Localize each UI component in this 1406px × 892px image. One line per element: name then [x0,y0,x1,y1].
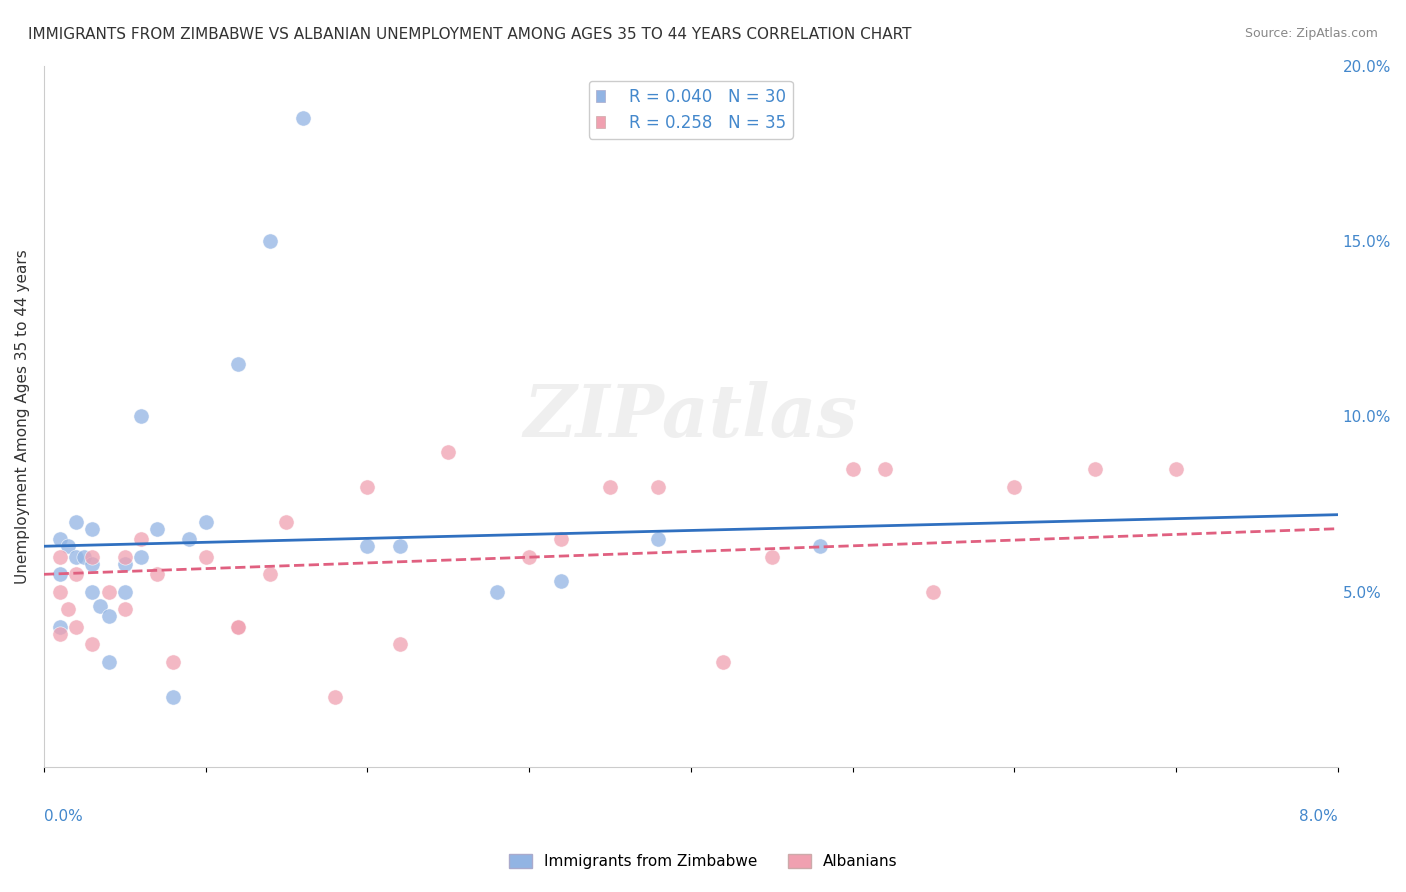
Point [49,549,72,564]
Point [259,567,281,582]
Point [485,585,508,599]
Point [49,585,72,599]
Point [808,539,831,553]
Point [114,549,136,564]
Point [49,567,72,582]
Point [129,409,152,424]
Point [146,567,169,582]
Point [323,690,346,705]
Point [550,533,572,547]
Point [226,620,249,634]
Point [82,557,104,571]
Point [841,462,863,476]
Point [49,533,72,547]
Point [647,480,669,494]
Point [162,690,184,705]
Point [56,602,79,616]
Text: 8.0%: 8.0% [1299,809,1337,824]
Point [114,557,136,571]
Point [761,549,783,564]
Legend: R = 0.040   N = 30, R = 0.258   N = 35: R = 0.040 N = 30, R = 0.258 N = 35 [589,81,793,138]
Point [550,574,572,589]
Point [259,234,281,248]
Point [179,533,201,547]
Y-axis label: Unemployment Among Ages 35 to 44 years: Unemployment Among Ages 35 to 44 years [15,249,30,583]
Point [73,549,96,564]
Point [356,480,378,494]
Point [146,522,169,536]
Point [82,522,104,536]
Legend: Immigrants from Zimbabwe, Albanians: Immigrants from Zimbabwe, Albanians [502,848,904,875]
Point [599,480,621,494]
Point [129,549,152,564]
Text: IMMIGRANTS FROM ZIMBABWE VS ALBANIAN UNEMPLOYMENT AMONG AGES 35 TO 44 YEARS CORR: IMMIGRANTS FROM ZIMBABWE VS ALBANIAN UNE… [28,27,911,42]
Point [65,549,87,564]
Point [194,549,217,564]
Point [356,539,378,553]
Point [82,549,104,564]
Point [162,655,184,669]
Point [276,515,298,529]
Point [194,515,217,529]
Point [114,585,136,599]
Point [82,585,104,599]
Point [1084,462,1107,476]
Point [82,638,104,652]
Point [97,655,120,669]
Point [49,620,72,634]
Point [873,462,896,476]
Point [97,609,120,624]
Point [711,655,734,669]
Point [56,539,79,553]
Point [65,567,87,582]
Text: Source: ZipAtlas.com: Source: ZipAtlas.com [1244,27,1378,40]
Point [517,549,540,564]
Text: ZIPatlas: ZIPatlas [524,381,858,452]
Point [388,539,411,553]
Point [226,620,249,634]
Point [388,638,411,652]
Point [129,533,152,547]
Point [65,515,87,529]
Point [437,444,460,458]
Point [1164,462,1187,476]
Point [291,112,314,126]
Point [89,599,111,613]
Point [65,620,87,634]
Point [114,602,136,616]
Point [49,627,72,641]
Point [1002,480,1025,494]
Text: 0.0%: 0.0% [44,809,83,824]
Point [97,585,120,599]
Point [226,357,249,371]
Point [647,533,669,547]
Point [922,585,945,599]
